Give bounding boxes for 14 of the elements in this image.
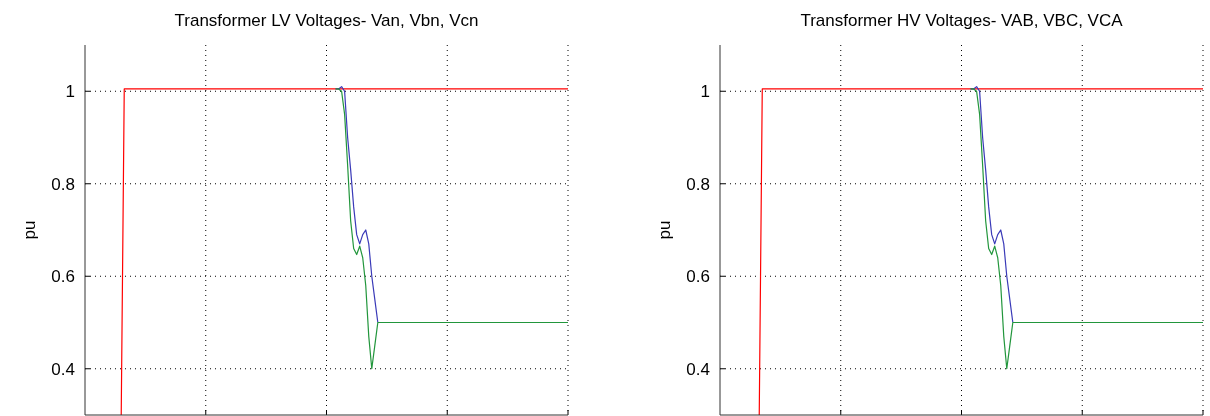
y-tick-label: 0.8 [51, 174, 75, 194]
y-tick-label: 0.4 [51, 359, 75, 379]
y-tick-label: 1 [700, 82, 710, 102]
y-tick-label: 0.8 [686, 174, 710, 194]
y-tick-label: 0.6 [51, 267, 75, 287]
y-tick-label: 0.6 [686, 267, 710, 287]
y-axis-title: pu [20, 220, 39, 240]
y-tick-label: 1 [65, 82, 75, 102]
y-axis-title: pu [655, 220, 674, 240]
y-tick-label: 0.4 [686, 359, 710, 379]
line-series [334, 88, 569, 370]
chart-title: Transformer LV Voltages- Van, Vbn, Vcn [174, 11, 479, 30]
chart-title: Transformer HV Voltages- VAB, VBC, VCA [800, 11, 1124, 30]
line-series [969, 88, 1204, 370]
